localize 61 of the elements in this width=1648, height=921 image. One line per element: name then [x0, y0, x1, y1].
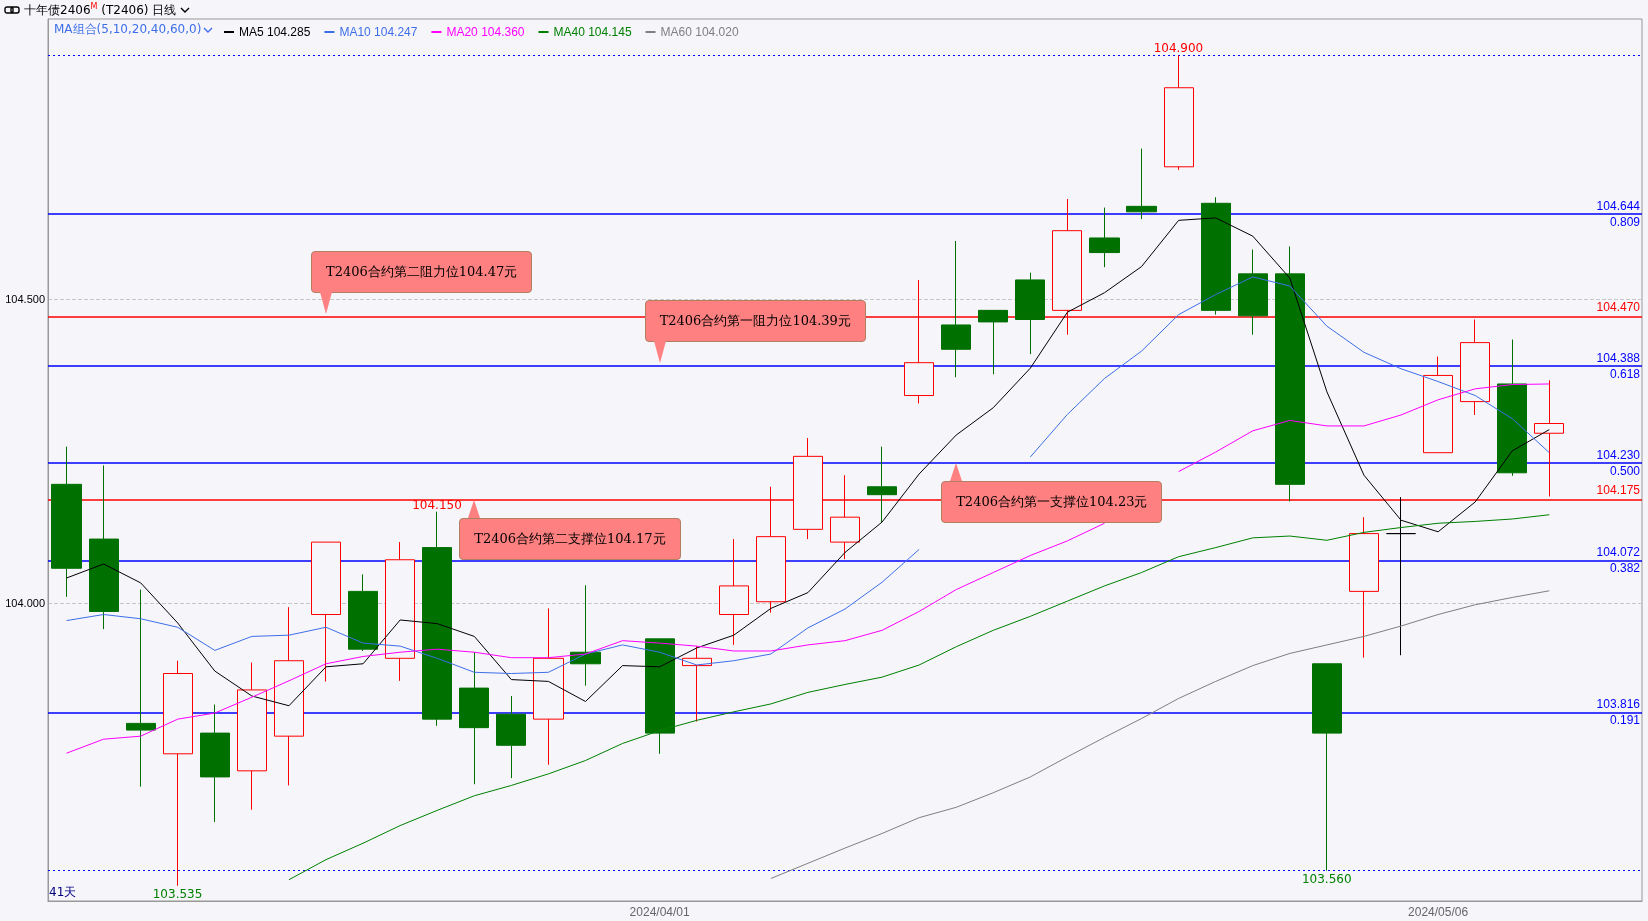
candlestick [496, 695, 526, 779]
candlestick [1126, 148, 1157, 220]
candlestick [941, 240, 971, 378]
ref-line-label: 104.470 [1596, 300, 1641, 315]
x-tick-label: 2024/05/06 [1408, 905, 1469, 919]
candlestick [200, 704, 230, 823]
ref-line-label: 104.644 0.809 [1596, 198, 1641, 229]
annotation: 103.535 [152, 886, 203, 901]
ref-line-label: 103.816 0.191 [1596, 697, 1641, 728]
annotation: T2406合约第一阻力位104.39元 [644, 299, 866, 342]
candlestick [978, 309, 1008, 375]
candlestick [237, 662, 267, 811]
candlestick [1386, 496, 1416, 656]
annotation: 41天 [49, 884, 77, 901]
line-series [66, 217, 1550, 707]
candlestick [533, 607, 564, 766]
legend-label: MA60 104.020 [660, 25, 739, 39]
annotation: T2406合约第二阻力位104.47元 [311, 251, 533, 294]
ref-line-label: 104.175 [1596, 482, 1641, 497]
annotation: 103.560 [1301, 871, 1352, 886]
ref-line-label: 104.072 0.382 [1596, 545, 1641, 576]
candlestick [1349, 516, 1379, 659]
line-series [288, 514, 1550, 881]
candlestick [1497, 339, 1527, 477]
candlestick [1164, 55, 1194, 171]
annotation: 104.900 [1153, 41, 1204, 56]
candlestick [385, 541, 415, 682]
candlestick [1089, 207, 1120, 268]
candlestick [645, 638, 675, 755]
y-tick-label: 104.000 [5, 596, 45, 609]
candlestick [1015, 272, 1045, 355]
ref-line-label: 104.388 0.618 [1596, 350, 1641, 381]
candlestick [1238, 249, 1268, 336]
annotation: 104.150 [412, 497, 462, 512]
candlestick [274, 606, 304, 786]
candlestick [1275, 246, 1305, 502]
chart-title: 十年债2406$^{M}$ (T2406) 日线 [24, 1, 177, 19]
annotation: T2406合约第二支撑位104.17元 [459, 517, 681, 560]
legend-label: MA40 104.145 [553, 25, 632, 39]
legend-label: MA20 104.360 [446, 25, 525, 39]
candlestick [719, 538, 749, 646]
candlestick [459, 651, 489, 785]
y-tick-label: 104.500 [5, 292, 45, 305]
candlestick [163, 660, 193, 887]
ref-line-label: 104.230 0.500 [1596, 448, 1641, 479]
candlestick [1534, 379, 1564, 497]
candlestick [867, 446, 897, 523]
x-tick-label: 2024/04/01 [629, 905, 690, 919]
candlestick [1312, 663, 1342, 872]
candlestick [422, 511, 452, 727]
candlestick [1201, 196, 1231, 316]
candlestick [348, 573, 378, 652]
legend-title: MA组合(5,10,20,40,60,0) [54, 21, 202, 38]
candlestick [311, 541, 341, 682]
legend-label: MA5 104.285 [239, 25, 311, 39]
candlestick [51, 446, 82, 598]
annotation: T2406合约第一支撑位104.23元 [941, 481, 1163, 524]
legend-label: MA10 104.247 [339, 25, 418, 39]
candlestick [126, 589, 156, 788]
candlestick [1423, 356, 1453, 454]
candlestick [89, 464, 119, 630]
